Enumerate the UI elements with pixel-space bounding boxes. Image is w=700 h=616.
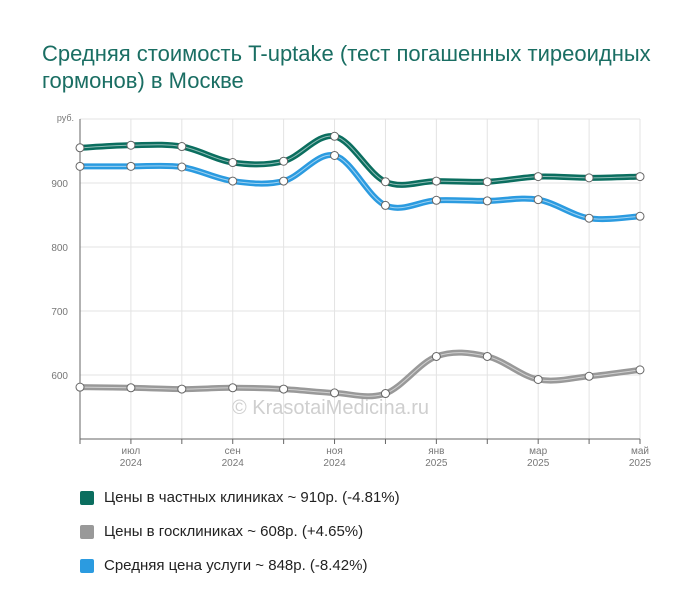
legend-label-average: Средняя цена услуги ~ 848р. (-8.42%) [104,557,368,574]
data-point-private [75,143,85,153]
x-tick-month-label: ноя [326,446,343,457]
data-point-public [380,389,390,399]
data-point-average [533,195,543,205]
x-tick-year-label: 2025 [629,458,652,469]
data-point-public [177,384,187,394]
x-tick-month-label: май [631,446,649,457]
y-tick-label: 600 [51,371,68,382]
legend-label-private: Цены в частных клиниках ~ 910р. (-4.81%) [104,489,400,506]
y-unit-label: руб. [57,113,74,123]
data-point-public [75,382,85,392]
x-tick-year-label: 2024 [120,458,143,469]
legend-label-public: Цены в госклиниках ~ 608р. (+4.65%) [104,523,364,540]
data-point-public [584,371,594,381]
data-point-average [635,211,645,221]
x-tick-year-label: 2024 [222,458,245,469]
legend-swatch-average [80,559,94,573]
data-point-average [330,150,340,160]
x-tick-month-label: июл [122,446,141,457]
x-tick-month-label: янв [428,446,444,457]
data-point-private [431,176,441,186]
data-point-average [75,161,85,171]
x-tick-year-label: 2025 [527,458,550,469]
data-point-public [482,351,492,361]
data-point-average [482,196,492,206]
data-point-private [533,172,543,182]
data-point-public [635,365,645,375]
x-tick-year-label: 2024 [323,458,346,469]
data-point-average [380,200,390,210]
data-point-public [330,388,340,398]
series-line-public [77,349,643,400]
legend-swatch-public [80,525,94,539]
watermark: © KrasotaiMedicina.ru [232,397,430,419]
data-point-average [279,176,289,186]
x-tick-year-label: 2025 [425,458,448,469]
data-point-private [279,156,289,166]
data-point-private [635,172,645,182]
data-point-public [279,384,289,394]
data-point-private [228,158,238,168]
data-point-average [177,162,187,172]
y-tick-label: 800 [51,243,68,254]
data-point-public [228,383,238,393]
data-point-private [482,177,492,187]
data-point-average [431,195,441,205]
data-point-average [126,161,136,171]
data-point-public [533,374,543,384]
data-point-average [584,213,594,223]
data-point-public [126,383,136,393]
series-line-average [77,152,643,223]
chart-title: Средняя стоимость T-uptake (тест погашен… [42,41,651,93]
data-point-average [228,176,238,186]
data-point-private [330,131,340,141]
data-point-private [177,142,187,152]
data-point-private [126,140,136,150]
data-point-private [380,177,390,187]
data-point-private [584,173,594,183]
y-tick-label: 900 [51,179,68,190]
x-tick-month-label: мар [529,446,547,457]
y-tick-label: 700 [51,307,68,318]
x-tick-month-label: сен [225,446,241,457]
data-point-public [431,351,441,361]
legend-swatch-private [80,491,94,505]
